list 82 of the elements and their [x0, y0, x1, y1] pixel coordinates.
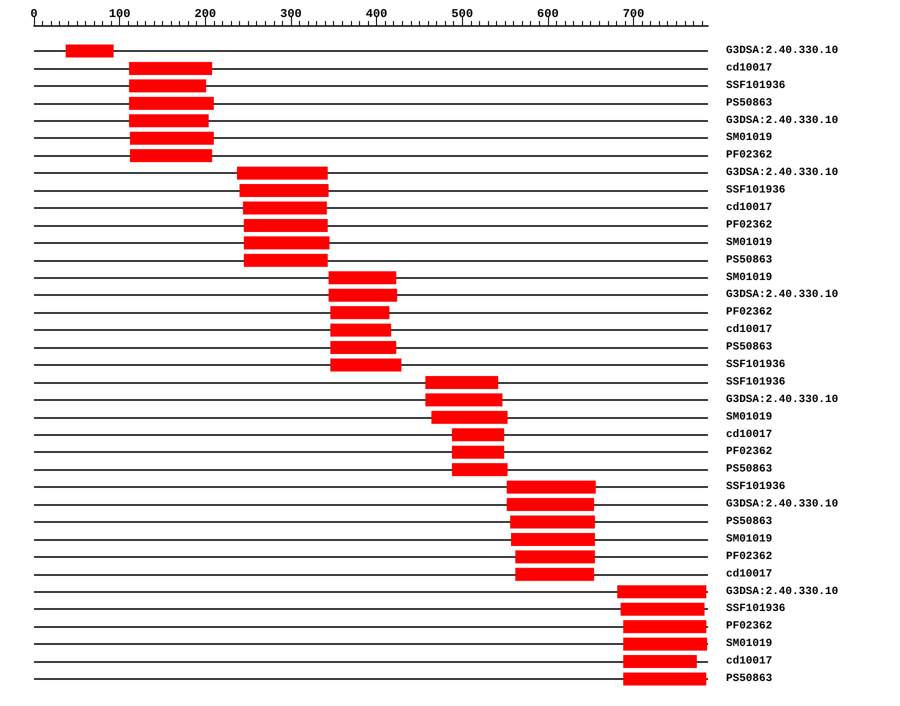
bar: [328, 271, 396, 284]
x-tick-label: 300: [280, 7, 302, 21]
bar: [240, 184, 329, 198]
y-tick-label: PF02362: [726, 150, 772, 162]
x-tick-label: 100: [108, 7, 130, 21]
bar: [330, 358, 402, 372]
y-tick-label: cd10017: [726, 62, 772, 74]
y-tick-label: G3DSA:2.40.330.10: [726, 289, 838, 302]
y-tick-label: G3DSA:2.40.330.10: [726, 167, 838, 180]
y-tick-label: PF02362: [726, 306, 772, 319]
bar: [431, 410, 508, 424]
bar: [623, 638, 708, 651]
bar: [515, 568, 594, 581]
y-tick-label: G3DSA:2.40.330.10: [726, 114, 838, 127]
y-tick-label: SSF101936: [726, 603, 786, 616]
bar: [617, 585, 706, 598]
y-tick-label: SM01019: [726, 411, 772, 424]
bar: [129, 96, 214, 110]
bar: [506, 498, 594, 512]
bar: [510, 516, 595, 528]
bar: [623, 620, 706, 634]
bar: [452, 428, 504, 442]
y-tick-label: cd10017: [726, 568, 772, 580]
bar: [620, 602, 705, 616]
y-tick-label: PF02362: [726, 446, 772, 458]
bar: [330, 341, 396, 354]
x-tick-label: 200: [194, 7, 216, 21]
y-tick-label: SSF101936: [726, 184, 786, 197]
bar: [330, 306, 390, 320]
bar: [242, 202, 327, 214]
y-tick-label: PF02362: [726, 550, 772, 563]
y-tick-label: PF02362: [726, 620, 772, 633]
y-tick-label: G3DSA:2.40.330.10: [726, 394, 838, 406]
x-tick-label: 700: [622, 7, 644, 21]
bar: [515, 550, 595, 564]
y-tick-label: SSF101936: [726, 359, 786, 371]
y-tick-label: SM01019: [726, 272, 772, 284]
bar: [425, 393, 502, 406]
bar: [330, 324, 392, 337]
y-tick-label: cd10017: [726, 324, 772, 336]
bar: [623, 655, 697, 668]
y-tick-label: PS50863: [726, 516, 773, 528]
y-tick-label: PF02362: [726, 219, 772, 232]
bar: [129, 62, 212, 75]
y-tick-label: cd10017: [726, 656, 772, 668]
bar: [244, 218, 328, 232]
bar: [623, 672, 706, 686]
bar: [130, 149, 212, 162]
y-tick-label: SM01019: [726, 132, 772, 144]
bar: [236, 166, 328, 180]
y-tick-label: SSF101936: [726, 481, 786, 494]
x-tick-label: 400: [366, 7, 388, 21]
bar: [425, 376, 498, 389]
y-tick-label: SSF101936: [726, 376, 786, 388]
y-tick-label: G3DSA:2.40.330.10: [726, 45, 838, 57]
bar: [130, 132, 214, 145]
x-tick-label: 500: [451, 7, 474, 21]
y-tick-label: G3DSA:2.40.330.10: [726, 586, 838, 598]
bar: [452, 463, 508, 476]
y-tick-label: SSF101936: [726, 80, 786, 92]
y-tick-label: cd10017: [726, 202, 772, 214]
y-tick-label: PS50863: [726, 464, 773, 476]
bar: [328, 288, 398, 302]
y-tick-label: SM01019: [726, 638, 772, 650]
x-tick-label: 0: [30, 7, 38, 21]
y-tick-label: PS50863: [726, 342, 773, 354]
bar: [66, 44, 114, 58]
bar: [452, 446, 504, 459]
bar: [244, 254, 328, 267]
bar: [244, 236, 330, 250]
bar: [506, 480, 596, 494]
y-tick-label: PS50863: [726, 673, 773, 685]
y-tick-label: SM01019: [726, 533, 772, 546]
bar: [129, 114, 209, 128]
y-tick-label: cd10017: [726, 428, 772, 441]
y-tick-label: PS50863: [726, 97, 773, 110]
y-tick-label: SM01019: [726, 236, 772, 249]
bar: [511, 532, 595, 546]
y-tick-label: G3DSA:2.40.330.10: [726, 498, 838, 511]
x-tick-label: 600: [537, 7, 559, 21]
y-tick-label: PS50863: [726, 254, 773, 266]
bar: [129, 79, 206, 92]
